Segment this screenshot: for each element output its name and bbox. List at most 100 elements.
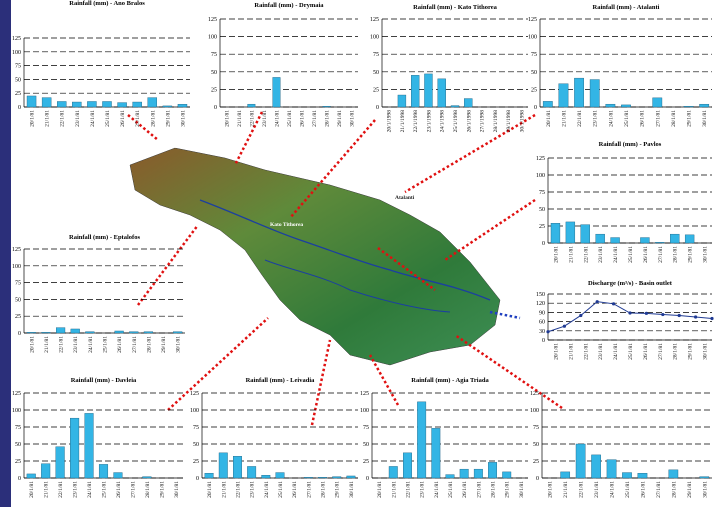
figure: Ano Bralos Kato Tithorea Atalanti Rainfa… [0,0,715,507]
bar [71,329,80,333]
y-tick-label: 30 [539,329,545,335]
bar [27,474,36,478]
bar [347,476,356,478]
bar [581,225,590,243]
x-tick-label: 23/1/1998 [426,110,432,133]
map-label: Kato Tithorea [270,222,303,228]
y-tick-label: 25 [15,91,21,97]
bar [451,106,459,107]
y-tick-label: 50 [373,70,379,76]
x-tick-label: 24/1/81 [610,481,616,498]
point [596,300,599,303]
y-tick-label: 100 [12,408,21,414]
y-tick-label: 125 [528,17,537,23]
y-tick-label: 0 [534,105,537,111]
x-tick-label: 24/1/81 [434,481,440,498]
y-tick-label: 0 [542,338,545,344]
bar [438,79,446,107]
bar [684,106,693,107]
x-tick-label: 22/1/81 [583,343,589,360]
y-tick-label: 100 [12,264,21,270]
y-tick-label: 75 [533,425,539,431]
bar [669,470,678,478]
bar [70,418,79,478]
x-tick-label: 27/1/81 [306,481,312,498]
bar [219,453,228,478]
bar [247,466,256,478]
bar [576,444,585,478]
bar [163,106,172,107]
x-tick-label: 30/1/81 [702,481,708,498]
bar [178,104,187,107]
bar [41,464,50,478]
x-tick-label: 30/1/81 [174,481,180,498]
x-tick-label: 21/1/81 [568,246,574,263]
bar [699,104,708,107]
x-tick-label: 20/1/81 [224,110,230,127]
x-tick-label: 22/1/81 [583,246,589,263]
x-tick-label: 26/1/81 [117,336,123,353]
x-tick-label: 22/1/81 [405,481,411,498]
x-tick-label: 22/1/81 [235,481,241,498]
bar [276,473,285,478]
bar [655,242,664,243]
x-tick-label: 23/1/81 [73,336,79,353]
x-tick-label: 28/1/81 [673,343,679,360]
x-tick-label: 30/1/81 [180,110,186,127]
chart-title: Rainfall (mm) - Eptalofos [69,234,140,241]
point [546,330,549,333]
x-tick-label: 28/1/81 [146,336,152,353]
bar [574,78,583,107]
point [710,317,713,320]
bar [590,80,599,107]
x-tick-label: 24/1/81 [274,110,280,127]
bar [144,332,153,333]
x-tick-label: 28/1/81 [321,481,327,498]
x-tick-label: 22/1/81 [60,110,66,127]
y-tick-label: 100 [360,408,369,414]
x-tick-label: 28/1/81 [673,246,679,263]
bar [700,477,709,478]
chart-title: Rainfall (mm) - Agia Triada [411,377,489,384]
bar [551,223,560,243]
x-tick-label: 21/1/81 [561,110,567,127]
x-tick-label: 20/1/1998 [387,110,393,133]
x-tick-label: 27/1/81 [135,110,141,127]
point [628,311,631,314]
bar [446,475,455,478]
x-tick-label: 25/1/81 [628,246,634,263]
x-tick-label: 23/1/81 [598,246,604,263]
x-tick-label: 21/1/81 [44,336,50,353]
x-tick-label: 30/1/81 [703,246,709,263]
x-tick-label: 23/1/81 [420,481,426,498]
x-tick-label: 22/1/81 [577,110,583,127]
x-tick-label: 30/1/81 [703,343,709,360]
y-tick-label: 0 [536,476,539,482]
chart-title: Discharge (m³/s) - Basin outlet [588,280,673,287]
y-tick-label: 150 [536,292,545,298]
y-tick-label: 125 [530,391,539,397]
y-tick-label: 50 [193,442,199,448]
x-tick-label: 27/1/1998 [480,110,486,133]
y-tick-label: 25 [363,459,369,465]
x-tick-label: 26/1/81 [116,481,122,498]
y-tick-label: 50 [211,70,217,76]
y-tick-label: 0 [366,476,369,482]
bar [622,473,631,478]
point [612,302,615,305]
x-tick-label: 26/1/81 [292,481,298,498]
bar [398,95,406,107]
x-tick-label: 23/1/81 [250,481,256,498]
bar [56,447,65,478]
bar [233,456,242,478]
bar [115,331,124,333]
x-tick-label: 23/1/81 [73,481,79,498]
point [645,312,648,315]
y-tick-label: 0 [542,241,545,247]
bar [205,473,214,478]
x-tick-label: 25/1/81 [105,110,111,127]
x-tick-label: 26/1/81 [643,246,649,263]
y-tick-label: 100 [208,35,217,41]
y-tick-label: 0 [18,331,21,337]
x-tick-label: 29/1/81 [687,481,693,498]
